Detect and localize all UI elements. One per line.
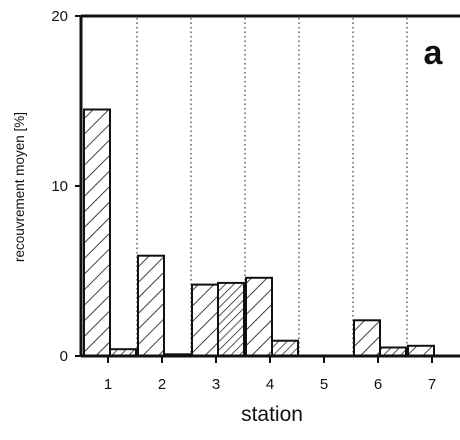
- y-tick-label: 10: [51, 178, 68, 195]
- x-tick-label: 1: [104, 376, 112, 393]
- bar-wide-hatch-station-7: [407, 344, 435, 357]
- x-tick-labels: 1 2 3 4 5 6 7: [104, 376, 436, 393]
- y-tick-labels: 0 10 20: [51, 8, 68, 365]
- y-tick-label: 20: [51, 8, 68, 25]
- bar-wide-hatch-station-1: [83, 108, 111, 357]
- bar-wide-hatch-station-4: [245, 276, 273, 357]
- x-axis-label: station: [241, 403, 303, 426]
- axes-group: [75, 14, 460, 363]
- bar-dense-hatch-station-3: [217, 281, 245, 357]
- bars-group: [83, 108, 435, 358]
- y-axis-label: recouvrement moyen [%]: [12, 112, 27, 262]
- bar-wide-hatch-station-6: [353, 319, 381, 357]
- panel-letter: a: [424, 34, 444, 72]
- bar-wide-hatch-station-2: [137, 254, 165, 357]
- y-tick-label: 0: [60, 348, 68, 365]
- bar-dense-hatch-station-4: [271, 339, 299, 358]
- x-tick-label: 5: [320, 376, 328, 393]
- x-tick-label: 3: [212, 376, 220, 393]
- x-tick-label: 7: [428, 376, 436, 393]
- bar-wide-hatch-station-3: [191, 283, 219, 358]
- x-tick-label: 2: [158, 376, 166, 393]
- x-tick-label: 4: [266, 376, 274, 393]
- x-tick-label: 6: [374, 376, 382, 393]
